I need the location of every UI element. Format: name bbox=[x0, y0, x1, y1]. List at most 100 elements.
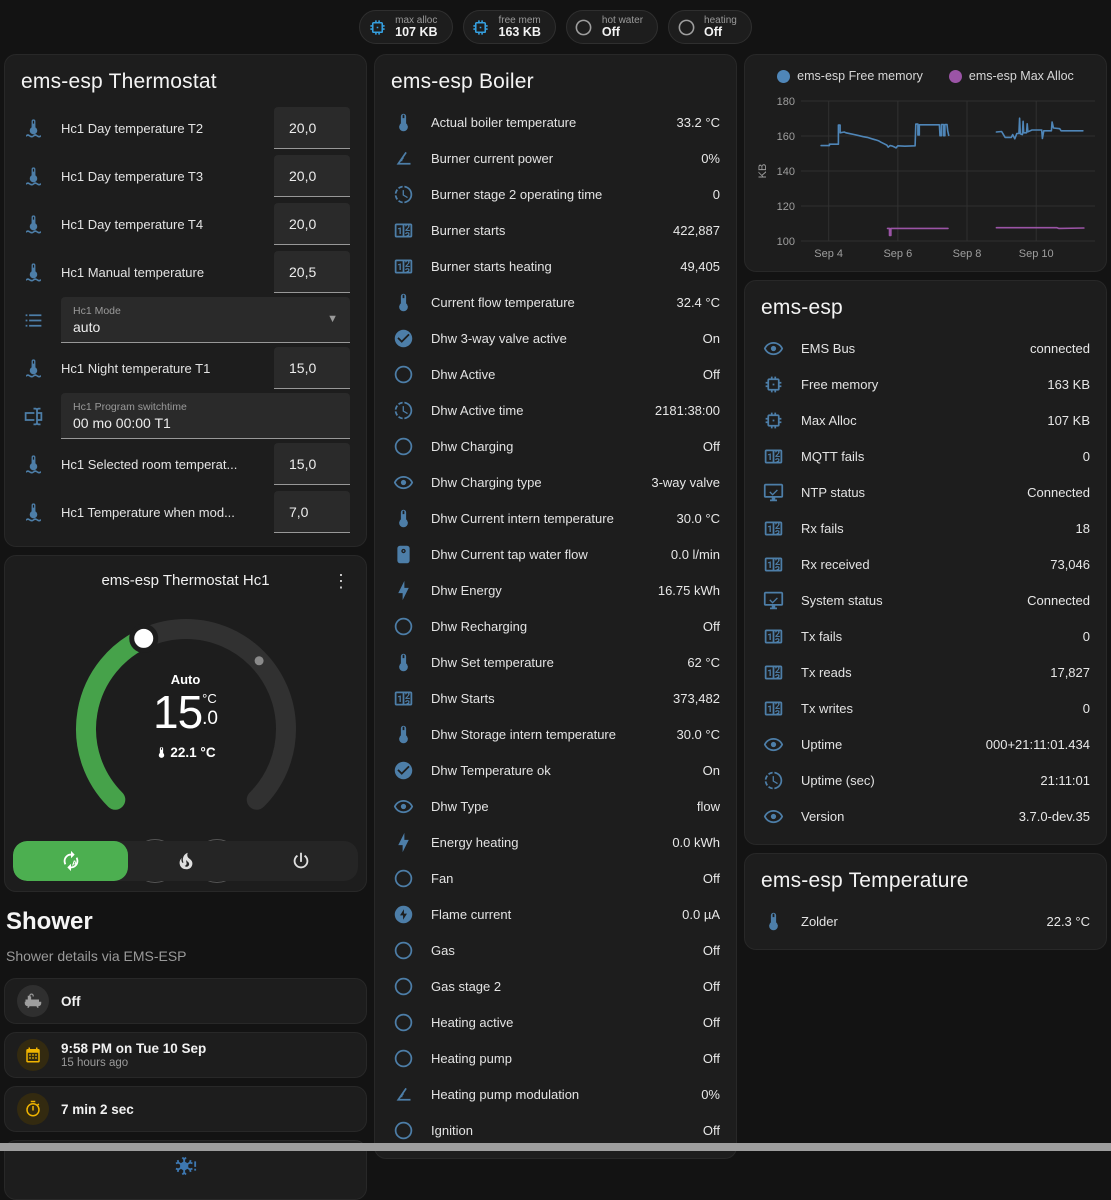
circle-outline-icon bbox=[391, 938, 415, 962]
thermometer-water-icon bbox=[21, 356, 45, 380]
number-input[interactable]: 7,0 bbox=[274, 491, 350, 533]
entity-row[interactable]: Zolder 22.3 °C bbox=[745, 903, 1106, 939]
thermometer-water-icon bbox=[21, 164, 45, 188]
thermostat-dial[interactable]: Auto 15 °C .0 22.1 °C bbox=[61, 604, 311, 883]
entity-row[interactable]: Free memory 163 KB bbox=[745, 366, 1106, 402]
entity-row[interactable]: Heating active Off bbox=[375, 1004, 736, 1040]
thermostat-card: ems-esp Thermostat Hc1 Day temperature T… bbox=[4, 54, 367, 547]
device-card: ems-esp EMS Bus connected Free memory 16… bbox=[744, 280, 1107, 845]
entity-row[interactable]: System status Connected bbox=[745, 582, 1106, 618]
entity-row[interactable]: Actual boiler temperature 33.2 °C bbox=[375, 104, 736, 140]
form-textbox-icon bbox=[21, 404, 45, 428]
entity-row[interactable]: Gas Off bbox=[375, 932, 736, 968]
entity-row[interactable]: Burner current power 0% bbox=[375, 140, 736, 176]
entity-row[interactable]: EMS Bus connected bbox=[745, 330, 1106, 366]
entity-row[interactable]: Heating pump modulation 0% bbox=[375, 1076, 736, 1112]
status-badge[interactable]: hot water Off bbox=[565, 10, 659, 44]
thermometer-icon bbox=[391, 290, 415, 314]
thermometer-water-icon bbox=[21, 212, 45, 236]
entity-row[interactable]: Energy heating 0.0 kWh bbox=[375, 824, 736, 860]
entity-row[interactable]: Current flow temperature 32.4 °C bbox=[375, 284, 736, 320]
shower-item[interactable]: 7 min 2 sec bbox=[4, 1086, 367, 1132]
temperature-card: ems-esp Temperature Zolder 22.3 °C bbox=[744, 853, 1107, 950]
number-input[interactable]: 15,0 bbox=[274, 347, 350, 389]
entity-row[interactable]: Tx writes 0 bbox=[745, 690, 1106, 726]
status-badge[interactable]: heating Off bbox=[668, 10, 752, 44]
more-options-icon[interactable]: ⋮ bbox=[332, 571, 350, 591]
chart-legend: ems-esp Free memory ems-esp Max Alloc bbox=[755, 65, 1096, 87]
entity-row[interactable]: Dhw Type flow bbox=[375, 788, 736, 824]
lightning-bolt-icon bbox=[391, 830, 415, 854]
entity-row[interactable]: Heating pump Off bbox=[375, 1040, 736, 1076]
eye-icon bbox=[391, 794, 415, 818]
entity-row[interactable]: MQTT fails 0 bbox=[745, 438, 1106, 474]
number-input[interactable]: 20,5 bbox=[274, 251, 350, 293]
monitor-check-icon bbox=[761, 588, 785, 612]
entity-row[interactable]: Version 3.7.0-dev.35 bbox=[745, 798, 1106, 834]
entity-row[interactable]: NTP status Connected bbox=[745, 474, 1106, 510]
status-badge[interactable]: max alloc 107 KB bbox=[359, 10, 453, 44]
memory-chart-card[interactable]: ems-esp Free memory ems-esp Max Alloc 10… bbox=[744, 54, 1107, 272]
thermometer-water-icon bbox=[21, 452, 45, 476]
boiler-card: ems-esp Boiler Actual boiler temperature… bbox=[374, 54, 737, 1159]
format-list-icon bbox=[21, 308, 45, 332]
circle-outline-icon bbox=[573, 16, 595, 38]
entity-row[interactable]: Dhw Storage intern temperature 30.0 °C bbox=[375, 716, 736, 752]
entity-row[interactable]: Ignition Off bbox=[375, 1112, 736, 1148]
mode-heat-button[interactable] bbox=[128, 841, 243, 881]
entity-row[interactable]: Tx fails 0 bbox=[745, 618, 1106, 654]
hvac-mode-buttons: A bbox=[13, 841, 358, 881]
eye-icon bbox=[391, 470, 415, 494]
entity-row[interactable]: Uptime 000+21:11:01.434 bbox=[745, 726, 1106, 762]
entity-row[interactable]: Rx received 73,046 bbox=[745, 546, 1106, 582]
number-input[interactable]: 20,0 bbox=[274, 203, 350, 245]
entity-row[interactable]: Burner starts heating 49,405 bbox=[375, 248, 736, 284]
counter-icon bbox=[391, 218, 415, 242]
shower-item[interactable]: 9:58 PM on Tue 10 Sep 15 hours ago bbox=[4, 1032, 367, 1078]
entity-row[interactable]: Dhw Recharging Off bbox=[375, 608, 736, 644]
number-input[interactable]: 15,0 bbox=[274, 443, 350, 485]
entity-row[interactable]: Dhw Active time 2181:38:00 bbox=[375, 392, 736, 428]
entity-row[interactable]: Dhw Set temperature 62 °C bbox=[375, 644, 736, 680]
thermometer-icon bbox=[391, 722, 415, 746]
entity-row[interactable]: Fan Off bbox=[375, 860, 736, 896]
dial-knob bbox=[128, 623, 158, 653]
entity-row[interactable]: Dhw Temperature ok On bbox=[375, 752, 736, 788]
entity-row[interactable]: Dhw Current tap water flow 0.0 l/min bbox=[375, 536, 736, 572]
number-input[interactable]: 20,0 bbox=[274, 155, 350, 197]
middle-column: ems-esp Boiler Actual boiler temperature… bbox=[374, 54, 737, 1159]
entity-row[interactable]: Dhw Energy 16.75 kWh bbox=[375, 572, 736, 608]
shower-item[interactable]: Off bbox=[4, 978, 367, 1024]
entity-row[interactable]: Dhw Current intern temperature 30.0 °C bbox=[375, 500, 736, 536]
angle-acute-icon bbox=[391, 146, 415, 170]
entity-row[interactable]: Flame current 0.0 µA bbox=[375, 896, 736, 932]
entity-row[interactable]: Dhw Starts 373,482 bbox=[375, 680, 736, 716]
counter-icon bbox=[761, 696, 785, 720]
entity-row[interactable]: Uptime (sec) 21:11:01 bbox=[745, 762, 1106, 798]
timer-icon bbox=[17, 1093, 49, 1125]
counter-icon bbox=[761, 660, 785, 684]
entity-row[interactable]: Dhw 3-way valve active On bbox=[375, 320, 736, 356]
svg-text:160: 160 bbox=[777, 131, 795, 143]
thermometer-icon bbox=[155, 746, 168, 759]
entity-row[interactable]: Dhw Charging Off bbox=[375, 428, 736, 464]
entity-row[interactable]: Tx reads 17,827 bbox=[745, 654, 1106, 690]
status-badge[interactable]: free mem 163 KB bbox=[462, 10, 556, 44]
entity-row[interactable]: Dhw Active Off bbox=[375, 356, 736, 392]
entity-row[interactable]: Dhw Charging type 3-way valve bbox=[375, 464, 736, 500]
entity-row[interactable]: Gas stage 2 Off bbox=[375, 968, 736, 1004]
svg-text:180: 180 bbox=[777, 96, 795, 108]
horizontal-scrollbar[interactable] bbox=[0, 1143, 1111, 1151]
entity-row[interactable]: Max Alloc 107 KB bbox=[745, 402, 1106, 438]
select-input[interactable]: Hc1 Mode auto ▼ bbox=[61, 297, 350, 343]
mode-off-button[interactable] bbox=[243, 841, 358, 881]
svg-text:100: 100 bbox=[777, 236, 795, 248]
entity-row[interactable]: Rx fails 18 bbox=[745, 510, 1106, 546]
number-input[interactable]: 20,0 bbox=[274, 107, 350, 149]
mode-auto-button[interactable]: A bbox=[13, 841, 128, 881]
select-input[interactable]: Hc1 Program switchtime 00 mo 00:00 T1 ▼ bbox=[61, 393, 350, 439]
svg-text:Sep 10: Sep 10 bbox=[1019, 248, 1054, 260]
entity-row[interactable]: Burner stage 2 operating time 0 bbox=[375, 176, 736, 212]
entity-row[interactable]: Burner starts 422,887 bbox=[375, 212, 736, 248]
